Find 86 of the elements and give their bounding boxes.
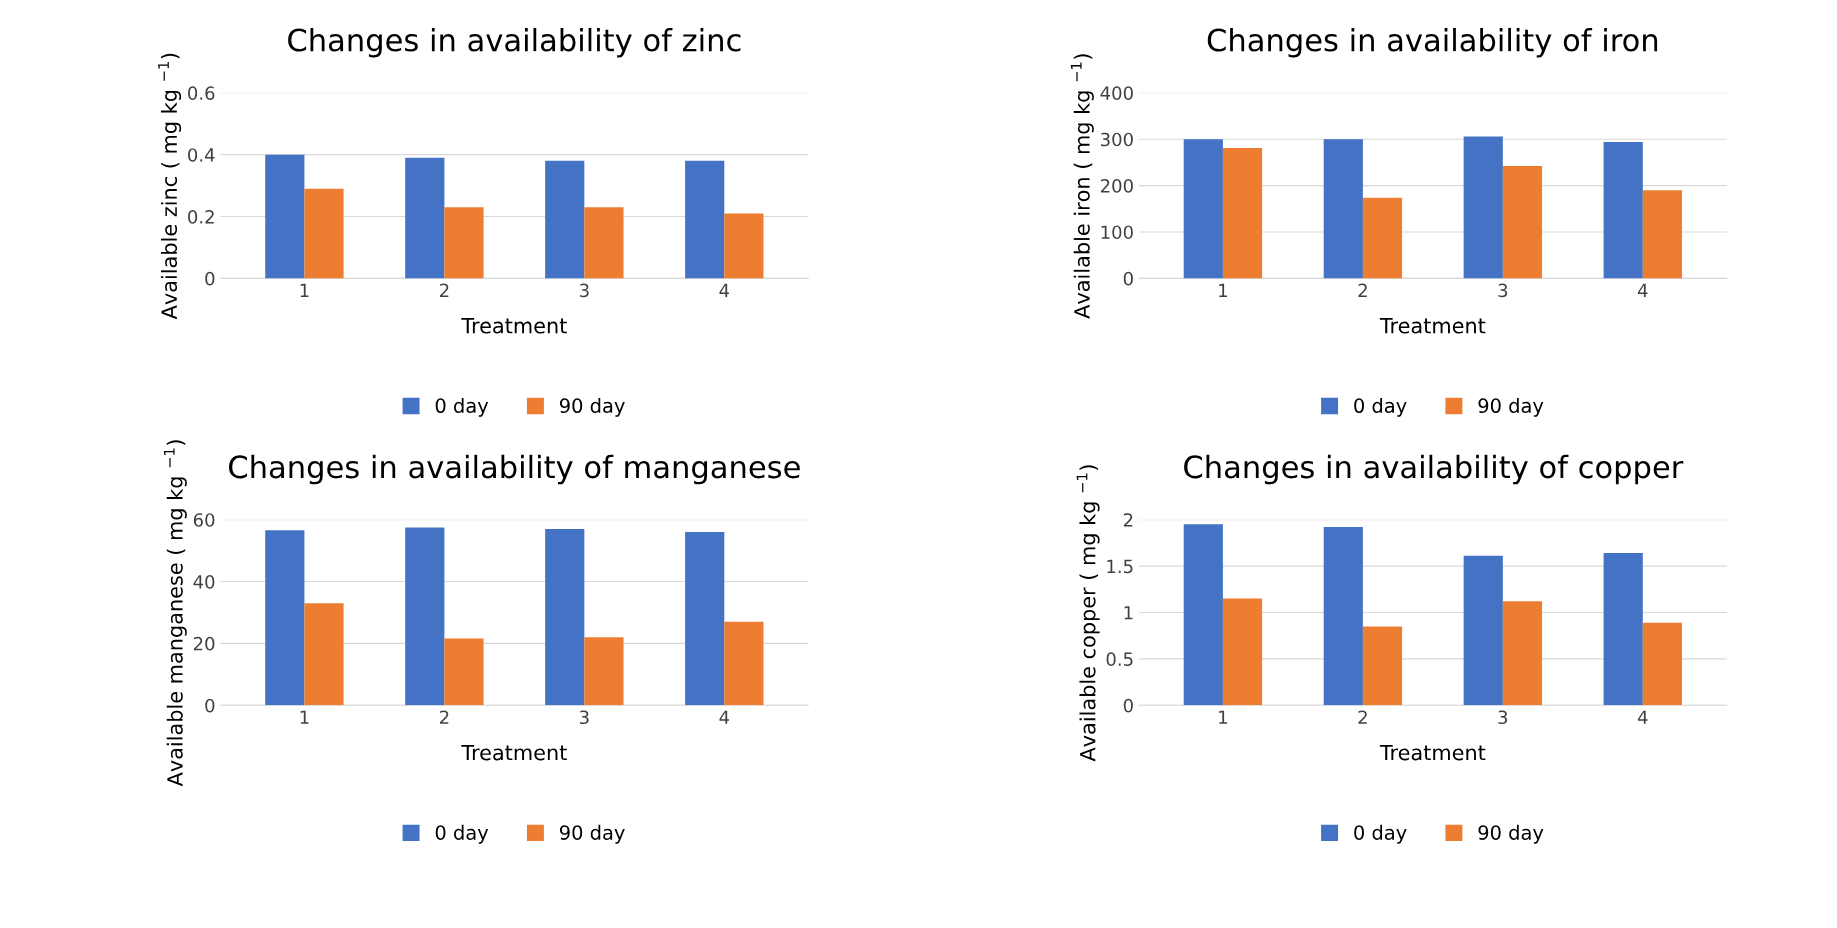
legend-label: 90 day	[559, 824, 625, 844]
bar	[1603, 141, 1643, 279]
bar	[265, 530, 305, 706]
x-tick-label: 3	[579, 710, 589, 725]
x-tick-label: 2	[439, 710, 449, 724]
chart-title: Changes in availability of zinc	[288, 27, 741, 58]
bar	[1603, 553, 1643, 706]
bar	[304, 603, 344, 706]
bar	[545, 160, 585, 279]
legend-label: 0 day	[1354, 824, 1407, 844]
bar	[1502, 166, 1543, 279]
bar	[724, 621, 764, 706]
y-tick-label: 0.5	[1106, 652, 1133, 666]
x-tick-label: 2	[1358, 283, 1367, 297]
y-tick-label: 0	[205, 271, 215, 286]
chart-title: Changes in availability of manganese	[229, 454, 800, 485]
legend-label: 0 day	[1354, 397, 1407, 417]
bar	[685, 532, 725, 706]
bar	[405, 527, 445, 706]
bar	[1323, 527, 1363, 706]
y-axis-title: Available manganese ( mg kg $^{−1}$)	[163, 440, 187, 787]
y-tick-label: 0.2	[188, 209, 214, 224]
x-axis-title: Treatment	[461, 744, 567, 761]
bar	[444, 207, 484, 279]
x-tick-label: 3	[1498, 710, 1508, 725]
bar	[1642, 622, 1682, 706]
bar	[584, 637, 624, 706]
y-tick-label: 0	[1123, 698, 1133, 713]
x-tick-label: 3	[1498, 283, 1508, 298]
bar	[444, 638, 484, 706]
y-tick-label: 400	[1100, 86, 1133, 100]
y-tick-label: 1.5	[1107, 559, 1133, 574]
x-tick-label: 2	[1358, 710, 1367, 724]
legend-label: 0 day	[435, 397, 489, 417]
y-tick-label: 1	[1124, 606, 1133, 620]
x-tick-label: 1	[1219, 710, 1227, 724]
bar	[1323, 139, 1363, 279]
bar	[1222, 598, 1263, 706]
chart-title: Changes in availability of iron	[1207, 27, 1658, 58]
x-tick-label: 3	[579, 283, 589, 298]
bar	[265, 154, 305, 279]
legend-label: 0 day	[435, 824, 489, 844]
bar	[724, 213, 764, 279]
bar	[1183, 524, 1223, 706]
x-tick-label: 1	[300, 710, 309, 724]
x-tick-label: 4	[719, 283, 730, 297]
bar	[584, 207, 624, 279]
x-tick-label: 1	[300, 283, 309, 297]
x-tick-label: 4	[1637, 710, 1648, 724]
bar	[1463, 555, 1503, 706]
y-tick-label: 0	[205, 698, 215, 713]
y-tick-label: 300	[1100, 132, 1133, 147]
x-tick-label: 4	[719, 710, 730, 724]
legend-label: 90 day	[559, 397, 625, 417]
y-tick-label: 100	[1101, 225, 1133, 240]
bar	[1222, 148, 1263, 279]
y-tick-label: 40	[193, 575, 215, 589]
legend-label: 90 day	[1478, 397, 1544, 417]
x-axis-title: Treatment	[1379, 744, 1486, 761]
y-axis-title: Available copper ( mg kg $^{−1}$)	[1076, 465, 1100, 762]
bar	[1362, 197, 1403, 279]
bar	[304, 188, 344, 279]
y-tick-label: 2	[1123, 513, 1133, 527]
x-tick-label: 2	[439, 283, 449, 297]
bar	[405, 157, 445, 279]
legend-label: 90 day	[1478, 824, 1544, 844]
bar	[1183, 139, 1223, 279]
y-tick-label: 0	[1123, 271, 1133, 286]
y-tick-label: 200	[1100, 179, 1133, 193]
y-tick-label: 60	[193, 513, 215, 527]
bar	[545, 528, 585, 706]
y-tick-label: 0.4	[188, 148, 215, 162]
bar	[1362, 626, 1403, 706]
y-tick-label: 20	[193, 636, 215, 651]
x-axis-title: Treatment	[461, 318, 567, 334]
y-axis-title: Available zinc ( mg kg $^{−1}$)	[158, 53, 182, 320]
bar	[685, 160, 725, 279]
bar	[1463, 136, 1503, 279]
chart-title: Changes in availability of copper	[1184, 454, 1684, 485]
y-axis-title: Available iron ( mg kg $^{−1}$)	[1070, 54, 1094, 319]
bar	[1642, 190, 1682, 279]
x-tick-label: 1	[1219, 283, 1227, 297]
x-tick-label: 4	[1637, 283, 1648, 297]
y-tick-label: 0.6	[188, 86, 215, 100]
bar	[1502, 601, 1543, 706]
x-axis-title: Treatment	[1379, 318, 1486, 334]
